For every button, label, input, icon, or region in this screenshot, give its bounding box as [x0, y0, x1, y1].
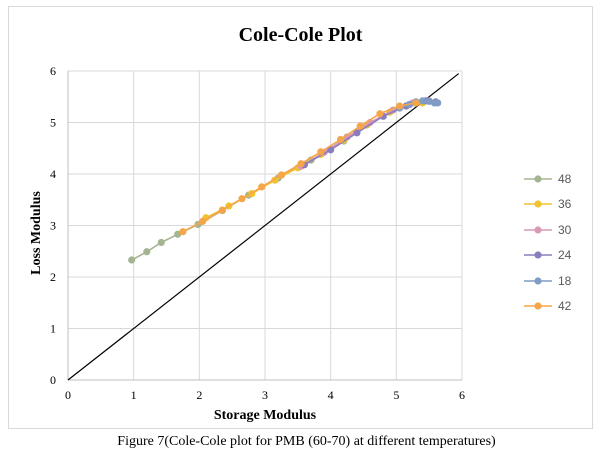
data-point-42 — [412, 99, 420, 107]
axes — [67, 71, 462, 381]
data-point-24 — [353, 129, 361, 137]
chart-title: Cole-Cole Plot — [238, 24, 363, 46]
legend-dot — [534, 277, 542, 285]
data-point-18 — [419, 97, 427, 105]
legend-label: 48 — [558, 171, 572, 186]
y-axis-title: Loss Modulus — [29, 191, 44, 275]
legend-item-48: 48 — [524, 166, 571, 192]
data-point-24 — [327, 146, 335, 154]
reference-line — [67, 73, 460, 381]
x-tick-label: 2 — [196, 388, 202, 402]
legend-dot — [534, 251, 542, 259]
data-point-42 — [356, 122, 364, 130]
y-tick-label: 3 — [50, 219, 56, 233]
legend-label: 24 — [558, 248, 572, 263]
diagonal-reference-line — [67, 73, 460, 381]
legend-item-30: 30 — [524, 217, 571, 243]
legend-dot — [534, 302, 542, 310]
data-point-18 — [434, 99, 442, 107]
data-point-48 — [128, 256, 136, 264]
x-tick-label: 1 — [131, 388, 137, 402]
x-tick-label: 3 — [262, 388, 268, 402]
legend-marker-30 — [524, 226, 552, 234]
series-42 — [179, 99, 420, 236]
legend-item-24: 24 — [524, 243, 571, 269]
legend-item-36: 36 — [524, 192, 571, 218]
legend-item-42: 42 — [524, 294, 571, 320]
legend-marker-48 — [524, 175, 552, 183]
legend-dot — [534, 175, 542, 183]
data-point-48 — [157, 238, 165, 247]
y-tick-label: 2 — [50, 270, 56, 284]
legend-dot — [534, 200, 542, 208]
legend-marker-36 — [524, 200, 552, 208]
y-tick-label: 6 — [50, 64, 56, 78]
data-point-42 — [376, 110, 384, 118]
legend-label: 36 — [558, 197, 572, 212]
data-point-42 — [336, 135, 345, 144]
data-point-42 — [297, 160, 305, 168]
data-point-42 — [199, 217, 207, 225]
legend-marker-18 — [524, 277, 552, 285]
legend-label: 30 — [558, 222, 572, 237]
x-tick-label: 5 — [393, 388, 399, 402]
tick-labels: 0 1 2 3 4 5 6 0 1 2 3 4 5 6 — [50, 64, 465, 402]
data-point-42 — [258, 183, 266, 191]
data-point-42 — [179, 228, 187, 236]
x-axis-title: Storage Modulus — [213, 408, 317, 423]
data-series — [128, 97, 442, 264]
legend: 48 36 30 24 18 42 — [524, 166, 571, 319]
legend-item-18: 18 — [524, 268, 571, 294]
x-tick-label: 0 — [65, 388, 71, 402]
y-tick-label: 5 — [50, 116, 56, 130]
gridlines — [68, 70, 463, 380]
y-tick-label: 0 — [50, 373, 56, 387]
data-point-42 — [218, 206, 226, 214]
data-point-42 — [238, 195, 246, 203]
legend-marker-24 — [524, 251, 552, 259]
figure-caption: Figure 7(Cole-Cole plot for PMB (60-70) … — [117, 434, 496, 449]
legend-marker-42 — [524, 302, 552, 310]
x-tick-label: 4 — [328, 388, 334, 402]
legend-label: 18 — [558, 273, 572, 288]
y-tick-label: 1 — [50, 322, 56, 336]
y-tick-label: 4 — [50, 167, 56, 181]
series-30 — [297, 97, 433, 170]
x-tick-label: 6 — [459, 388, 465, 402]
legend-label: 42 — [558, 299, 572, 314]
legend-dot — [534, 226, 542, 234]
data-point-42 — [317, 148, 325, 156]
data-point-42 — [277, 171, 286, 179]
chart-frame — [8, 6, 593, 429]
data-point-42 — [396, 102, 404, 110]
data-point-48 — [143, 248, 151, 256]
